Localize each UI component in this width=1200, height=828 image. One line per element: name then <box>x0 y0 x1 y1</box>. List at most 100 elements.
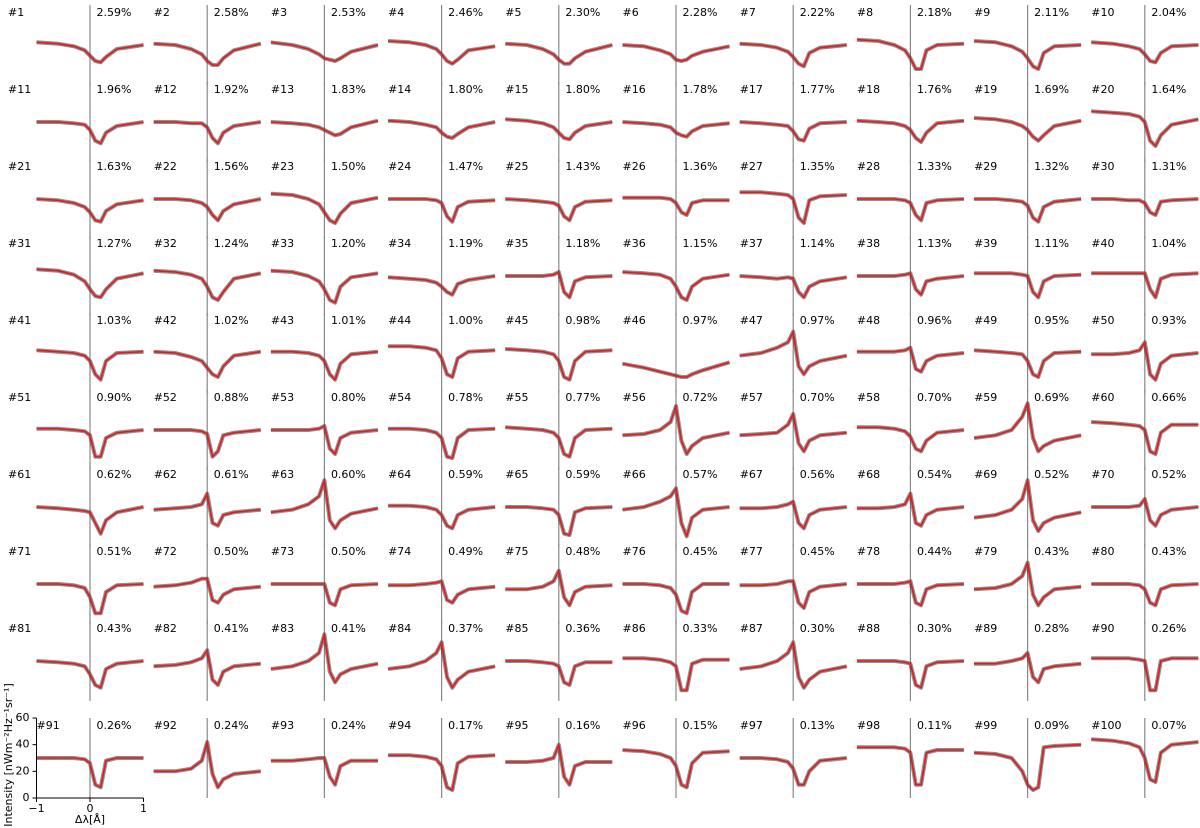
panel-title: #48 <box>857 314 880 327</box>
panel-share: 0.62% <box>97 468 132 481</box>
panel-share: 0.41% <box>331 622 366 635</box>
mean-profile <box>739 191 847 224</box>
panel-share: 1.56% <box>214 160 249 173</box>
panel-share: 0.70% <box>917 391 952 404</box>
mean-profile <box>622 361 730 378</box>
mean-profile <box>388 275 496 296</box>
panel-share: 0.51% <box>97 545 132 558</box>
panel-share: 0.97% <box>683 314 718 327</box>
panel-share: 0.88% <box>214 391 249 404</box>
mean-profile <box>505 426 613 458</box>
panel-title: #57 <box>740 391 763 404</box>
x-axis-label: Δλ[Å] <box>75 813 105 826</box>
panel-title: #19 <box>974 83 997 96</box>
panel-share: 1.03% <box>97 314 132 327</box>
panel-share: 1.19% <box>448 237 483 250</box>
mean-profile <box>388 427 496 459</box>
panel-title: #44 <box>388 314 411 327</box>
panel-title: #38 <box>857 237 880 250</box>
panel-share: 0.13% <box>800 719 835 732</box>
panel-share: 0.36% <box>565 622 600 635</box>
mean-profile <box>974 349 1082 378</box>
panel-share: 1.33% <box>917 160 952 173</box>
panel-title: #34 <box>388 237 411 250</box>
y-tick-label: 20 <box>16 764 30 777</box>
mean-profile <box>856 660 964 689</box>
mean-profile <box>36 506 144 535</box>
panel-title: #2 <box>154 6 170 19</box>
mean-profile <box>856 492 964 527</box>
x-tick-label: 0 <box>87 802 94 815</box>
panel-share: 0.66% <box>1151 391 1186 404</box>
panel-share: 0.44% <box>917 545 952 558</box>
panel-title: #14 <box>388 83 411 96</box>
panel-title: #68 <box>857 468 880 481</box>
mean-profile <box>36 268 144 299</box>
mean-profile <box>739 275 847 299</box>
panel-title: #83 <box>271 622 294 635</box>
panel-title: #28 <box>857 160 880 173</box>
panel-share: 0.07% <box>1151 719 1186 732</box>
mean-profile <box>153 577 261 604</box>
panel-title: #69 <box>974 468 997 481</box>
mean-profile <box>505 348 613 381</box>
panel-share: 0.16% <box>565 719 600 732</box>
panel-share: 0.45% <box>800 545 835 558</box>
panel-title: #32 <box>154 237 177 250</box>
panel-share: 1.31% <box>1151 160 1186 173</box>
panel-title: #63 <box>271 468 294 481</box>
mean-profile <box>388 119 496 139</box>
panel-share: 0.30% <box>800 622 835 635</box>
panel-share: 0.80% <box>331 391 366 404</box>
panel-share: 0.30% <box>917 622 952 635</box>
mean-profile <box>974 117 1082 142</box>
panel-title: #6 <box>623 6 639 19</box>
mean-profile <box>856 426 964 453</box>
panel-share: 1.80% <box>565 83 600 96</box>
panel-share: 0.52% <box>1034 468 1069 481</box>
x-tick-label: 1 <box>140 802 147 815</box>
panel-title: #75 <box>505 545 528 558</box>
panel-title: #94 <box>388 719 411 732</box>
panel-share: 2.18% <box>917 6 952 19</box>
panel-share: 1.35% <box>800 160 835 173</box>
mean-profile <box>739 500 847 530</box>
mean-profile <box>974 40 1082 70</box>
panel-share: 2.59% <box>97 6 132 19</box>
panel-title: #50 <box>1091 314 1114 327</box>
panel-share: 0.43% <box>1034 545 1069 558</box>
mean-profile <box>973 402 1082 453</box>
mean-profile <box>388 754 496 791</box>
mean-profile <box>505 660 613 686</box>
mean-profile <box>622 487 730 538</box>
mean-profile <box>505 118 613 141</box>
mean-profile <box>856 119 964 143</box>
panel-title: #1 <box>8 6 24 19</box>
mean-profile <box>1091 341 1199 381</box>
mean-profile <box>856 346 964 373</box>
mean-profile <box>622 657 730 692</box>
mean-profile <box>505 271 613 299</box>
panel-share: 1.15% <box>683 237 718 250</box>
panel-title: #67 <box>740 468 763 481</box>
mean-profile <box>856 38 964 70</box>
panel-title: #71 <box>8 545 31 558</box>
panel-share: 1.24% <box>214 237 249 250</box>
panel-title: #36 <box>623 237 646 250</box>
mean-profile <box>36 349 144 381</box>
panel-share: 0.50% <box>331 545 366 558</box>
panel-share: 1.92% <box>214 83 249 96</box>
mean-profile <box>388 40 496 65</box>
panel-share: 1.43% <box>565 160 600 173</box>
panel-share: 0.98% <box>565 314 600 327</box>
panel-share: 0.15% <box>683 719 718 732</box>
panel-title: #37 <box>740 237 763 250</box>
panel-share: 0.96% <box>917 314 952 327</box>
panel-title: #98 <box>857 719 880 732</box>
mean-profile <box>974 561 1082 607</box>
mean-profile <box>1091 738 1199 783</box>
panel-title: #46 <box>623 314 646 327</box>
panel-title: #81 <box>8 622 31 635</box>
panel-title: #13 <box>271 83 294 96</box>
panel-title: #30 <box>1091 160 1114 173</box>
